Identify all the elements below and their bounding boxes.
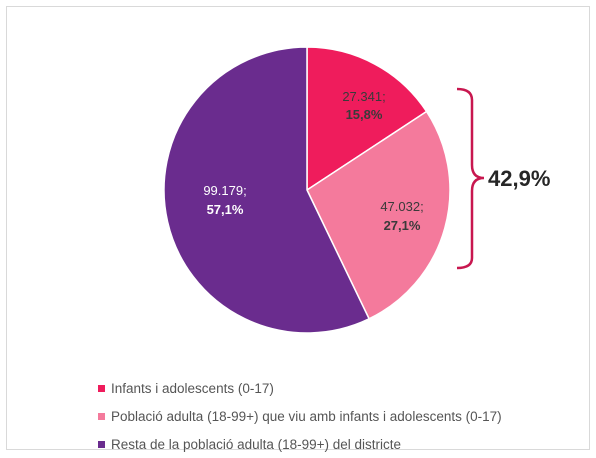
legend-label: Infants i adolescents (0-17)	[111, 380, 274, 396]
legend-item-rest-adults: Resta de la població adulta (18-99+) del…	[98, 430, 502, 458]
legend-swatch	[98, 384, 105, 392]
legend-item-adults-with-children: Població adulta (18-99+) que viu amb inf…	[98, 402, 502, 430]
slice-percent-label-2: 57,1%	[207, 202, 244, 217]
legend-swatch	[98, 412, 105, 420]
legend-label: Població adulta (18-99+) que viu amb inf…	[111, 408, 502, 424]
slice-value-label-0: 27.341;	[342, 89, 385, 104]
pie-slice-1	[306, 110, 451, 320]
slice-value-label-2: 99.179;	[203, 183, 246, 198]
legend-item-infants: Infants i adolescents (0-17)	[98, 374, 502, 402]
pie-slice-2	[163, 46, 371, 334]
pie-slice-0	[306, 46, 428, 192]
slice-percent-label-1: 27,1%	[384, 218, 421, 233]
pie-slices	[163, 46, 451, 334]
legend: Infants i adolescents (0-17) Població ad…	[98, 374, 502, 458]
slice-labels: 27.341; 15,8% 47.032; 27,1% 99.179; 57,1…	[203, 89, 423, 233]
bracket-total-label: 42,9%	[488, 166, 550, 191]
slice-value-label-1: 47.032;	[380, 199, 423, 214]
slice-percent-label-0: 15,8%	[346, 107, 383, 122]
legend-label: Resta de la població adulta (18-99+) del…	[111, 436, 402, 452]
legend-swatch	[98, 440, 105, 448]
percentage-bracket	[456, 87, 485, 270]
